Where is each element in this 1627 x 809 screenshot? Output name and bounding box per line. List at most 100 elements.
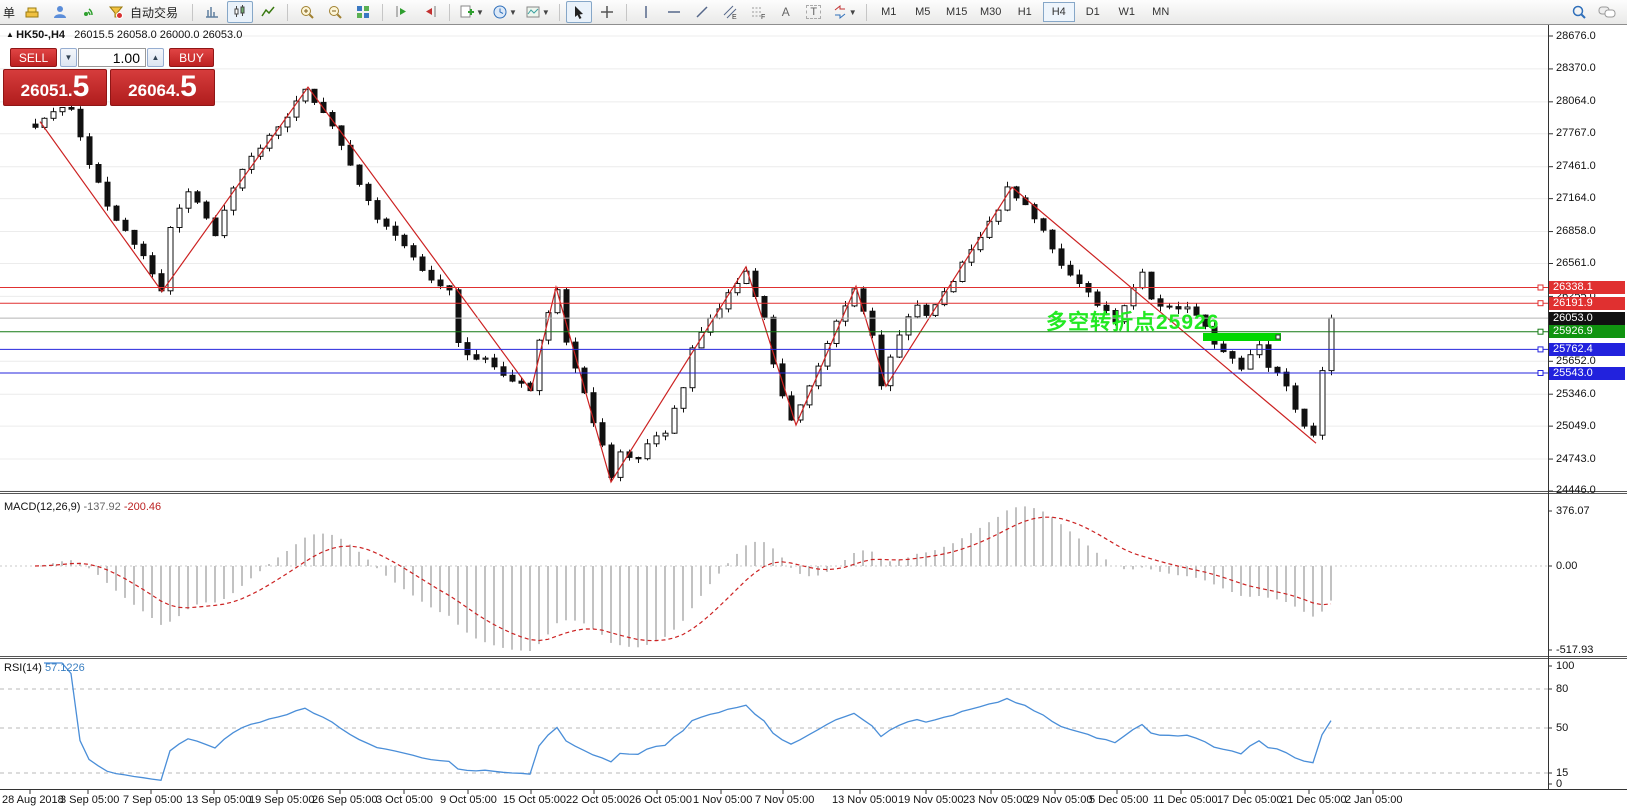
macd-panel-region[interactable] bbox=[0, 494, 1548, 656]
sell-price-main: 26051. bbox=[20, 81, 73, 100]
autotrade-label: 自动交易 bbox=[130, 5, 179, 20]
rsi-line bbox=[44, 662, 1332, 782]
separator bbox=[192, 3, 194, 21]
equidistant-channel-button[interactable]: E bbox=[717, 1, 743, 23]
separator bbox=[449, 3, 451, 21]
svg-text:F: F bbox=[761, 14, 765, 20]
rsi-name: RSI(14) bbox=[4, 662, 42, 674]
line-handle[interactable] bbox=[1537, 300, 1544, 307]
volume-increase-button[interactable]: ▲ bbox=[147, 48, 164, 67]
zoom-out-icon bbox=[329, 6, 342, 19]
chevron-down-icon: ▼ bbox=[476, 7, 484, 17]
channel-icon: E bbox=[723, 5, 737, 20]
macd-histogram bbox=[43, 506, 1332, 651]
line-handle[interactable] bbox=[1537, 370, 1544, 376]
text-button[interactable]: A bbox=[773, 1, 799, 23]
rsi-panel-region[interactable] bbox=[0, 659, 1548, 790]
timeframe-h4[interactable]: H4 bbox=[1042, 2, 1075, 22]
sell-price-big-digit: 5 bbox=[72, 70, 90, 103]
volume-decrease-button[interactable]: ▼ bbox=[60, 48, 77, 67]
arrows-icon bbox=[834, 4, 846, 20]
macd-label: MACD(12,26,9) -137.92 -200.46 bbox=[4, 501, 161, 513]
chart-shift-button[interactable] bbox=[389, 1, 415, 23]
trendline-button[interactable] bbox=[689, 1, 715, 23]
sell-price[interactable]: 26051. 5 bbox=[3, 69, 107, 106]
zoom-in-button[interactable] bbox=[294, 1, 320, 23]
green-bar-handle[interactable] bbox=[1275, 334, 1281, 340]
chevron-down-icon: ▼ bbox=[848, 7, 857, 17]
timeframe-h1[interactable]: H1 bbox=[1017, 6, 1032, 18]
tile-windows-button[interactable] bbox=[350, 1, 376, 23]
time-axis-region[interactable] bbox=[0, 790, 1548, 809]
cursor-button[interactable] bbox=[565, 1, 592, 23]
price-axis-region[interactable] bbox=[1548, 24, 1627, 790]
timeframe-m30[interactable]: M30 bbox=[980, 6, 1002, 18]
line-handle[interactable] bbox=[1537, 284, 1544, 291]
accounts-icon[interactable] bbox=[47, 1, 73, 23]
template-icon bbox=[526, 6, 540, 18]
annotation-text[interactable]: 多空转折点25926 bbox=[1046, 311, 1220, 334]
thick-green-trend-bar[interactable] bbox=[1203, 333, 1281, 341]
horizontal-line-button[interactable] bbox=[661, 1, 687, 23]
clock-icon bbox=[493, 5, 507, 19]
new-chart-dropdown[interactable]: ▼ bbox=[456, 1, 487, 23]
rsi-value: 57.1226 bbox=[44, 662, 85, 674]
bar-chart-icon bbox=[206, 7, 219, 18]
text-label-button[interactable]: T bbox=[801, 1, 827, 23]
tile-windows-icon bbox=[357, 6, 370, 18]
toolbar: 单 自动交易 ▼ ▼ ▼ bbox=[0, 0, 1627, 25]
separator bbox=[287, 3, 289, 21]
fibonacci-button[interactable]: F bbox=[745, 1, 771, 23]
sell-button[interactable]: SELL bbox=[10, 48, 57, 67]
macd-name: MACD(12,26,9) bbox=[4, 501, 81, 513]
chat-button[interactable] bbox=[1594, 1, 1620, 23]
vertical-line-button[interactable] bbox=[633, 1, 659, 23]
volume-input[interactable] bbox=[78, 48, 146, 67]
ohlc-values: 26015.5 26058.0 26000.0 26053.0 bbox=[74, 29, 243, 41]
text-label-icon: T bbox=[806, 5, 822, 19]
signal-icon bbox=[84, 8, 93, 16]
buy-button[interactable]: BUY bbox=[169, 48, 214, 67]
chevron-down-icon: ▼ bbox=[541, 7, 550, 17]
periods-dropdown[interactable]: ▼ bbox=[489, 1, 520, 23]
auto-scroll-icon bbox=[426, 6, 436, 17]
zoom-in-icon bbox=[301, 6, 314, 19]
zoom-out-button[interactable] bbox=[322, 1, 348, 23]
line-handle[interactable] bbox=[1537, 346, 1544, 353]
new-order-icon[interactable] bbox=[19, 1, 45, 23]
templates-dropdown[interactable]: ▼ bbox=[522, 1, 553, 23]
timeframe-mn[interactable]: MN bbox=[1152, 6, 1170, 18]
timeframe-m1[interactable]: M1 bbox=[881, 6, 897, 18]
candlestick-chart-button[interactable] bbox=[227, 1, 254, 23]
text-icon: A bbox=[781, 5, 790, 19]
separator bbox=[625, 3, 627, 21]
timeframe-w1[interactable]: W1 bbox=[1118, 6, 1135, 18]
gold-ingot-icon bbox=[25, 7, 39, 18]
crosshair-button[interactable] bbox=[594, 1, 620, 23]
search-button[interactable] bbox=[1566, 1, 1592, 23]
autotrade-button[interactable]: 自动交易 bbox=[103, 1, 186, 23]
buy-price[interactable]: 26064. 5 bbox=[110, 69, 215, 106]
line-chart-button[interactable] bbox=[255, 1, 281, 23]
new-order-label[interactable]: 单 bbox=[3, 5, 16, 20]
candlestick-icon bbox=[234, 5, 245, 17]
timeframe-m15[interactable]: M15 bbox=[946, 6, 968, 18]
arrows-dropdown[interactable]: ▼ bbox=[829, 1, 860, 23]
timeframe-m5[interactable]: M5 bbox=[915, 6, 931, 18]
chat-icon bbox=[1598, 6, 1616, 18]
price-chart-region[interactable] bbox=[0, 24, 1548, 491]
signals-icon[interactable] bbox=[75, 1, 101, 23]
trendline-icon bbox=[696, 6, 708, 18]
symbol-period: HK50-,H4 bbox=[16, 29, 66, 41]
bar-chart-button[interactable] bbox=[199, 1, 225, 23]
collapse-arrow-icon[interactable]: ▲ bbox=[6, 30, 17, 39]
timeframe-d1[interactable]: D1 bbox=[1085, 6, 1100, 18]
zigzag-line[interactable] bbox=[39, 86, 1317, 484]
buy-price-big-digit: 5 bbox=[180, 70, 197, 103]
auto-scroll-button[interactable] bbox=[417, 1, 443, 23]
line-handle[interactable] bbox=[1537, 328, 1544, 335]
line-chart-icon bbox=[261, 6, 275, 17]
separator bbox=[865, 3, 867, 21]
macd-main-value: -137.92 bbox=[83, 501, 121, 513]
